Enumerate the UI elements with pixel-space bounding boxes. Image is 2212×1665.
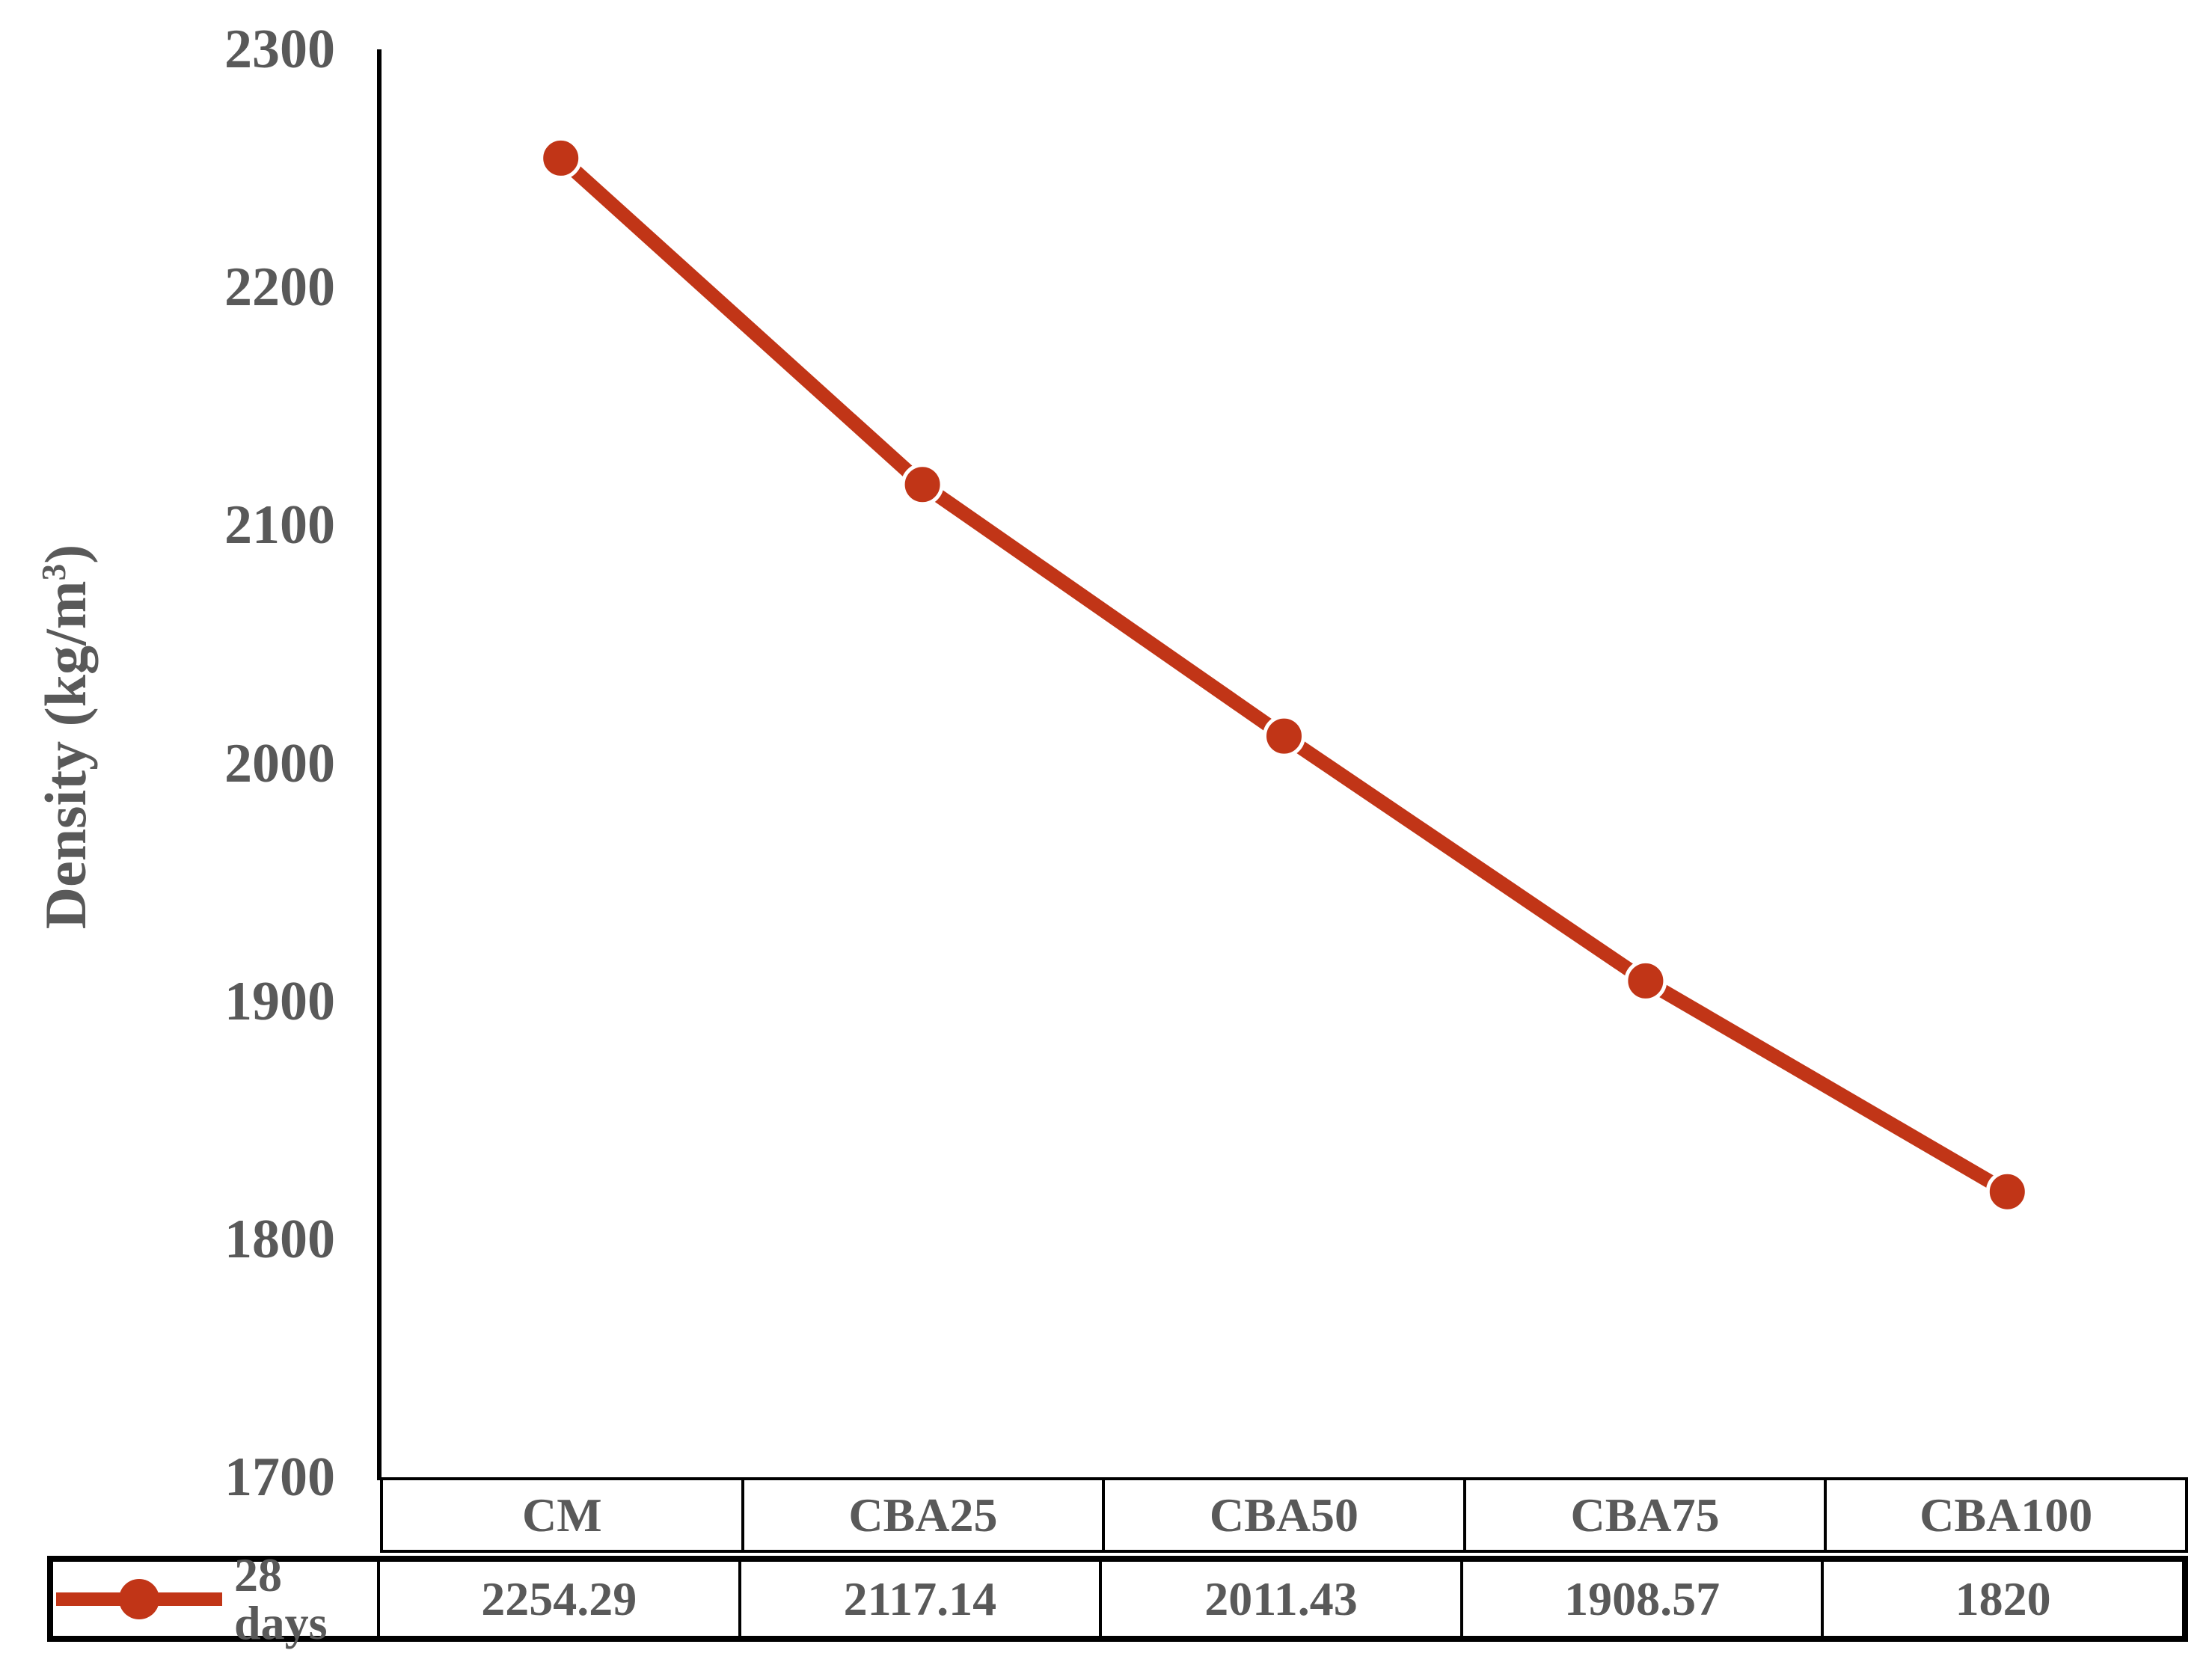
category-header-row: CM CBA25 CBA50 CBA75 CBA100	[380, 1477, 2188, 1553]
header-cell-cba25: CBA25	[741, 1480, 1103, 1550]
header-cell-cba100: CBA100	[1824, 1480, 2185, 1550]
y-tick-label: 2300	[224, 19, 335, 80]
data-point-cba50	[1263, 714, 1305, 758]
y-tick-label: 1800	[224, 1208, 335, 1270]
data-point-cba75	[1624, 959, 1667, 1002]
y-axis-title: Density (kg/m3)	[33, 545, 98, 929]
y-tick-label: 1900	[224, 970, 335, 1032]
data-point-cba25	[901, 463, 944, 506]
y-tick-label: 2100	[224, 494, 335, 556]
y-axis-line	[377, 49, 382, 1480]
series-28-days-line	[554, 150, 2015, 1199]
value-cell-cba25: 2117.14	[738, 1562, 1100, 1636]
y-axis-title-suffix: )	[33, 544, 98, 564]
value-cell-cba75: 1908.57	[1459, 1562, 1822, 1636]
y-tick-label: 2200	[224, 257, 335, 319]
y-axis-title-superscript: 3	[35, 563, 73, 581]
series-marker-icon	[56, 1578, 222, 1619]
data-table-row: 28 days 2254.29 2117.14 2011.43 1908.57 …	[47, 1551, 2188, 1646]
data-point-cba100	[1985, 1170, 2029, 1213]
y-tick-label: 1700	[224, 1447, 335, 1508]
series-name-label: 28 days	[234, 1548, 328, 1649]
y-axis-title-text: Density (kg/m	[33, 580, 98, 930]
y-tick-label: 2000	[224, 732, 335, 794]
header-cell-cba50: CBA50	[1102, 1480, 1463, 1550]
header-cell-cm: CM	[521, 1488, 602, 1542]
data-point-cm	[539, 136, 583, 180]
header-cell-cba75: CBA75	[1462, 1480, 1825, 1550]
legend-cell: 28 days	[53, 1551, 377, 1646]
value-cell-cm: 2254.29	[377, 1562, 738, 1636]
value-cell-cba50: 2011.43	[1099, 1562, 1460, 1636]
value-cell-cba100: 1820	[1821, 1562, 2182, 1636]
